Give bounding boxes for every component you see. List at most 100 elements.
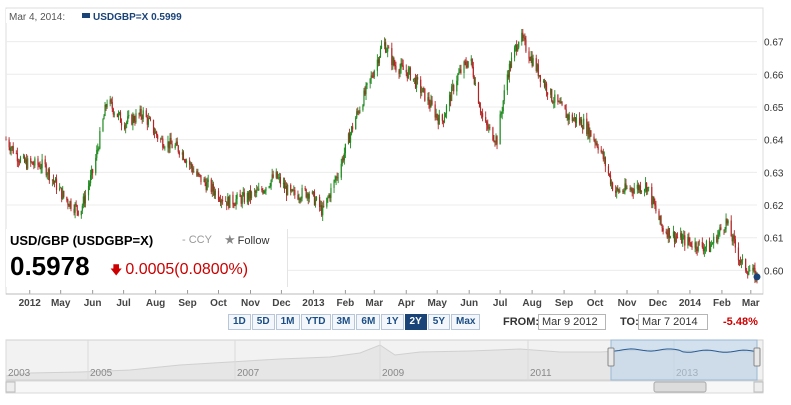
range-button-5d[interactable]: 5D <box>251 314 275 330</box>
candle-body <box>55 178 58 190</box>
navigator-left-handle[interactable] <box>607 347 615 367</box>
candle-body <box>575 117 578 123</box>
candle-body <box>713 236 715 244</box>
range-button-6m[interactable]: 6M <box>356 314 381 330</box>
candle-body <box>53 181 56 183</box>
navigator-scrollbar-thumb[interactable] <box>653 381 707 393</box>
candle-body <box>754 267 756 281</box>
candle-body <box>428 97 430 105</box>
candle-body <box>349 133 352 143</box>
x-tick-label: Aug <box>146 298 165 309</box>
range-button-3m[interactable]: 3M <box>331 314 356 330</box>
candle-body <box>102 119 104 131</box>
candle-body <box>181 152 184 155</box>
candle-body <box>434 104 436 118</box>
last-value-marker <box>753 273 761 281</box>
range-button-1d[interactable]: 1D <box>228 314 251 330</box>
candle-body <box>218 199 221 201</box>
candle-body <box>139 109 141 115</box>
scroll-left-button[interactable] <box>5 381 16 393</box>
candle-body <box>217 190 220 200</box>
candle-body <box>617 187 619 190</box>
candle-body <box>157 135 159 139</box>
candle-body <box>321 205 323 216</box>
candle-body <box>601 151 603 153</box>
candle-body <box>198 172 200 175</box>
candle-body <box>457 74 459 81</box>
candle-body <box>603 157 605 160</box>
candle-body <box>239 193 241 197</box>
candle-body <box>263 190 265 194</box>
to-date-input[interactable] <box>638 314 708 330</box>
candle-body <box>82 196 84 206</box>
candle-body <box>554 94 556 103</box>
candle-body <box>537 64 539 77</box>
candle-body <box>513 47 516 58</box>
candle-body <box>177 145 179 152</box>
candle-body <box>343 153 345 161</box>
range-button-5y[interactable]: 5Y <box>427 314 451 330</box>
candle-body <box>438 114 440 125</box>
range-button-max[interactable]: Max <box>451 314 481 330</box>
candle-body <box>87 185 90 196</box>
candle-body <box>393 57 395 66</box>
navigator[interactable]: 200320052007200920112013 <box>5 339 764 394</box>
candle-body <box>747 272 749 275</box>
navigator-right-handle[interactable] <box>753 347 761 367</box>
candle-body <box>365 84 367 95</box>
range-selector: 1D 5D 1M YTD 3M 6M 1Y 2Y 5Y Max <box>228 314 481 330</box>
from-date-input[interactable] <box>538 314 606 330</box>
candle-body <box>299 198 301 201</box>
candle-body <box>256 189 258 193</box>
candle-body <box>59 188 61 190</box>
candle-body <box>724 229 726 230</box>
scroll-right-button[interactable] <box>753 381 764 393</box>
navigator-selection[interactable] <box>610 339 758 381</box>
range-button-ytd[interactable]: YTD <box>300 314 331 330</box>
candle-body <box>170 138 172 145</box>
candle-body <box>268 186 270 188</box>
candle-body <box>378 56 381 64</box>
candle-body <box>615 190 617 193</box>
candle-body <box>423 88 425 89</box>
candle-body <box>718 231 720 235</box>
range-button-1m[interactable]: 1M <box>275 314 300 330</box>
y-tick-label: 0.67 <box>764 38 784 49</box>
follow-button[interactable]: ★ Follow <box>224 232 269 248</box>
candle-body <box>740 260 743 263</box>
candle-body <box>590 130 592 137</box>
candle-body <box>81 205 83 211</box>
candle-body <box>387 47 389 52</box>
range-button-2y[interactable]: 2Y <box>404 314 427 330</box>
candle-body <box>651 187 653 205</box>
candle-body <box>69 201 71 207</box>
candle-body <box>333 180 335 188</box>
y-tick-label: 0.65 <box>764 103 784 114</box>
quote-title: USD/GBP (USDGBP=X) <box>10 233 154 248</box>
candle-body <box>109 99 111 104</box>
candle-body <box>15 153 17 154</box>
candle-body <box>406 72 408 79</box>
y-tick-label: 0.62 <box>764 201 784 212</box>
candle-body <box>582 127 584 130</box>
candle-body <box>589 130 591 138</box>
candle-body <box>604 157 606 167</box>
candle-body <box>629 188 631 190</box>
candle-body <box>683 235 685 238</box>
navigator-scrollbar-track[interactable] <box>5 380 764 394</box>
candle-body <box>340 163 342 178</box>
candle-body <box>583 118 585 130</box>
candle-body <box>431 100 433 105</box>
range-button-1y[interactable]: 1Y <box>381 314 404 330</box>
candle-body <box>313 191 316 206</box>
candle-body <box>624 183 626 192</box>
candle-body <box>731 236 733 242</box>
candle-body <box>335 176 337 181</box>
x-tick-label: Apr <box>398 298 415 309</box>
candle-body <box>163 147 165 149</box>
candle-body <box>510 57 513 68</box>
candle-body <box>711 244 713 246</box>
candle-body <box>190 163 192 165</box>
quote-ccy: - CCY <box>182 234 212 246</box>
